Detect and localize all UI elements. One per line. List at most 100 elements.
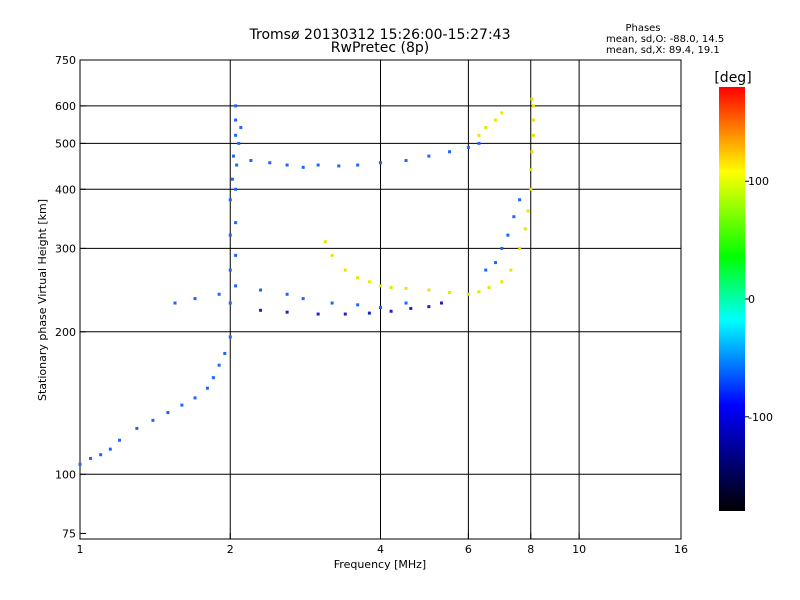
data-point	[484, 268, 488, 272]
data-point	[356, 303, 360, 307]
data-point	[477, 133, 481, 137]
x-tick-label: 1	[77, 543, 84, 556]
data-point	[249, 159, 253, 163]
data-point	[234, 104, 238, 108]
data-point	[518, 246, 522, 250]
data-point	[356, 276, 360, 280]
y-tick-label: 100	[55, 468, 76, 481]
data-point	[409, 306, 413, 310]
data-point	[518, 198, 522, 202]
data-point	[500, 246, 504, 250]
chart-subtitle: RwPretec (8p)	[331, 40, 429, 56]
data-point	[228, 233, 232, 237]
data-point	[234, 221, 238, 225]
data-point	[316, 163, 320, 167]
data-point	[151, 418, 155, 422]
data-point	[379, 161, 382, 165]
grid	[80, 60, 681, 539]
y-tick-label: 75	[62, 527, 76, 540]
data-point	[404, 301, 408, 305]
data-point	[180, 403, 184, 407]
data-point	[356, 163, 360, 167]
data-point	[512, 215, 516, 219]
colorbar-label: [deg]	[714, 70, 751, 86]
axis-ticks: 1 2 4 6 8 10 16 75 100 200 300 400 500 600 750	[55, 54, 688, 556]
data-point	[259, 288, 263, 292]
data-point	[389, 309, 393, 313]
data-point	[343, 312, 347, 316]
data-point	[440, 301, 444, 305]
data-point	[205, 386, 209, 390]
data-point	[239, 126, 243, 130]
data-point	[108, 447, 112, 451]
data-point	[316, 312, 320, 316]
colorbar-tick-label: -100	[748, 411, 773, 424]
data-point	[235, 163, 239, 167]
data-point	[228, 268, 232, 272]
data-point	[379, 306, 382, 310]
data-point	[211, 376, 215, 380]
stats-x: mean, sd,X: 89.4, 19.1	[606, 45, 720, 56]
data-point	[217, 292, 221, 296]
data-point	[135, 426, 139, 430]
data-point	[484, 126, 488, 130]
data-point	[337, 164, 341, 168]
data-point	[427, 288, 431, 292]
data-point	[531, 133, 535, 137]
data-point	[427, 154, 431, 158]
x-tick-label: 10	[572, 543, 586, 556]
data-point	[531, 118, 535, 122]
data-point	[234, 187, 238, 191]
data-point	[367, 311, 371, 315]
data-point	[237, 141, 241, 145]
data-point	[166, 411, 170, 415]
data-point	[285, 292, 289, 296]
data-point	[529, 168, 533, 172]
data-points	[78, 97, 535, 466]
x-tick-label: 8	[527, 543, 534, 556]
data-point	[234, 133, 238, 137]
data-point	[523, 227, 527, 231]
data-point	[301, 297, 305, 301]
data-point	[230, 177, 234, 181]
x-tick-label: 16	[674, 543, 688, 556]
data-point	[234, 284, 238, 288]
chart-title: Tromsø 20130312 15:26:00-15:27:43	[249, 27, 511, 43]
data-point	[78, 462, 82, 466]
data-point	[448, 150, 452, 154]
data-point	[404, 159, 408, 163]
y-tick-label: 750	[55, 54, 76, 67]
colorbar	[719, 87, 745, 511]
data-point	[99, 453, 103, 457]
data-point	[285, 163, 289, 167]
y-axis-label: Stationary phase Virtual Height [km]	[36, 199, 49, 401]
stats-o: mean, sd,O: -88.0, 14.5	[606, 34, 724, 45]
stats-header: Phases	[625, 23, 660, 34]
data-point	[509, 268, 513, 272]
data-point	[228, 198, 232, 202]
data-point	[466, 292, 470, 296]
data-point	[228, 335, 232, 339]
data-point	[193, 396, 197, 400]
data-point	[477, 290, 481, 294]
data-point	[285, 310, 289, 314]
data-point	[330, 253, 334, 257]
data-point	[193, 297, 197, 301]
data-point	[526, 209, 530, 213]
data-point	[404, 286, 408, 290]
data-point	[427, 305, 431, 309]
x-axis-label: Frequency [MHz]	[334, 558, 426, 571]
data-point	[173, 301, 177, 305]
x-tick-label: 4	[377, 543, 384, 556]
data-point	[268, 161, 272, 165]
x-tick-label: 2	[227, 543, 234, 556]
data-point	[500, 111, 504, 115]
colorbar-tick-label: 100	[748, 175, 769, 188]
data-point	[494, 118, 498, 122]
data-point	[343, 268, 347, 272]
y-tick-label: 300	[55, 242, 76, 255]
data-point	[477, 141, 481, 145]
data-point	[506, 233, 510, 237]
data-point	[89, 456, 93, 460]
